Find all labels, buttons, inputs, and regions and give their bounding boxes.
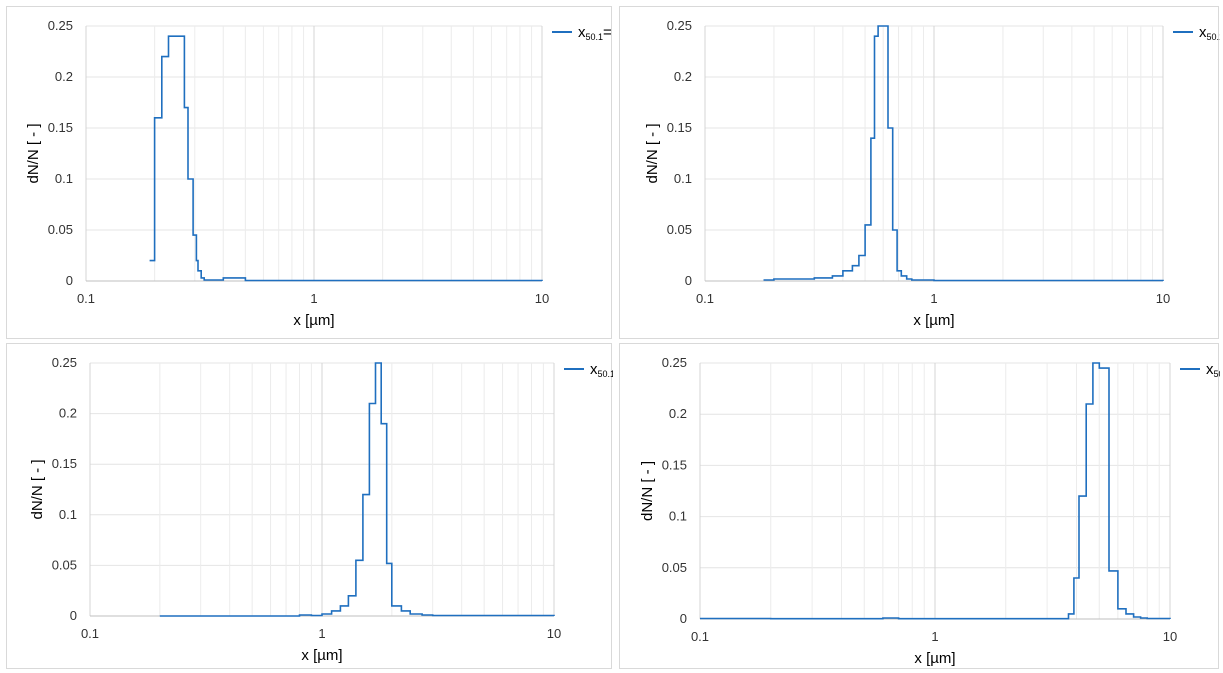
y-tick-label: 0.1 [674, 171, 692, 186]
x-axis-label: x [µm] [914, 650, 955, 667]
y-tick-label: 0.25 [667, 18, 692, 33]
grid [85, 25, 543, 281]
legend-subscript: 50.1 [1207, 32, 1221, 42]
legend-label: x50.1= 0.55 µm [1199, 24, 1220, 42]
y-tick-label: 0.2 [674, 69, 692, 84]
chart-svg-2: 0 0.05 0.1 0.15 0.2 0.25 0.1 1 10 x [µm] dN/N [ - … [644, 18, 1220, 329]
x-tick-label: 0.1 [77, 291, 95, 306]
y-axis-label: dN/N [ - ] [25, 123, 42, 183]
y-tick-label: 0.2 [55, 69, 73, 84]
x-tick-label: 1 [318, 626, 325, 641]
chart-panel-1: 0 0.05 0.1 0.15 0.2 0.25 0.1 1 10 x [µm] dN/N [ - … [6, 6, 613, 339]
x-tick-label: 10 [547, 626, 561, 641]
chart-svg-3: 0 0.05 0.1 0.15 0.2 0.25 0.1 1 10 x [µm] dN/N [ - … [29, 355, 613, 664]
grid [699, 362, 1171, 619]
legend-label: x50.1= 0.22 µm [578, 24, 613, 42]
legend: x50.1= 4.9 µm [1180, 361, 1220, 379]
chart-panel-4: 0 0.05 0.1 0.15 0.2 0.25 0.1 1 10 x [µm] dN/N [ - … [619, 343, 1220, 669]
series-line [763, 25, 1164, 282]
y-tick-label: 0 [70, 608, 77, 623]
legend-label: x50.1= 4.9 µm [1206, 361, 1220, 379]
series-line [149, 35, 543, 282]
x-tick-label: 0.1 [696, 291, 714, 306]
legend-base: x [590, 361, 598, 378]
legend-base: x [578, 24, 586, 41]
legend-label: x50.1= 1.8 µm [590, 361, 613, 379]
y-tick-label: 0.15 [52, 456, 77, 471]
x-axis-label: x [µm] [913, 312, 954, 329]
y-tick-label: 0.15 [48, 120, 73, 135]
legend-base: x [1199, 24, 1207, 41]
legend-subscript: 50.1 [1214, 369, 1221, 379]
x-tick-label: 0.1 [81, 626, 99, 641]
chart-svg-4: 0 0.05 0.1 0.15 0.2 0.25 0.1 1 10 x [µm] dN/N [ - … [639, 355, 1220, 667]
legend: x50.1= 0.55 µm [1173, 24, 1220, 42]
chart-svg-1: 0 0.05 0.1 0.15 0.2 0.25 0.1 1 10 x [µm] dN/N [ - … [25, 18, 613, 329]
grid [89, 362, 555, 616]
legend: x50.1= 1.8 µm [564, 361, 613, 379]
legend: x50.1= 0.22 µm [552, 24, 613, 42]
y-tick-label: 0.15 [667, 120, 692, 135]
y-axis-label: dN/N [ - ] [639, 461, 656, 521]
series-line [159, 362, 555, 617]
y-tick-label: 0 [66, 273, 73, 288]
y-tick-label: 0 [680, 611, 687, 626]
y-tick-label: 0.15 [662, 457, 687, 472]
y-tick-label: 0.1 [669, 509, 687, 524]
x-tick-label: 10 [1156, 291, 1170, 306]
y-tick-label: 0.25 [52, 355, 77, 370]
x-tick-label: 1 [310, 291, 317, 306]
legend-base: x [1206, 361, 1214, 378]
y-tick-label: 0.2 [669, 406, 687, 421]
series-line [700, 362, 1171, 620]
x-tick-label: 0.1 [691, 629, 709, 644]
x-tick-label: 10 [1163, 629, 1177, 644]
y-axis-label: dN/N [ - ] [29, 459, 46, 519]
x-axis-label: x [µm] [293, 312, 334, 329]
x-tick-label: 1 [931, 629, 938, 644]
y-tick-label: 0.05 [667, 222, 692, 237]
y-tick-label: 0.1 [55, 171, 73, 186]
y-tick-label: 0.25 [662, 355, 687, 370]
legend-value: = 0.22 µm [603, 24, 613, 41]
y-tick-label: 0.05 [52, 557, 77, 572]
legend-subscript: 50.1 [598, 369, 614, 379]
y-tick-label: 0 [685, 273, 692, 288]
y-axis-label: dN/N [ - ] [644, 123, 661, 183]
chart-panel-2: 0 0.05 0.1 0.15 0.2 0.25 0.1 1 10 x [µm] dN/N [ - … [619, 6, 1220, 339]
x-tick-label: 1 [930, 291, 937, 306]
y-tick-label: 0.25 [48, 18, 73, 33]
y-tick-label: 0.1 [59, 507, 77, 522]
y-tick-label: 0.05 [48, 222, 73, 237]
y-tick-label: 0.05 [662, 560, 687, 575]
x-tick-label: 10 [535, 291, 549, 306]
y-tick-label: 0.2 [59, 406, 77, 421]
chart-panel-3: 0 0.05 0.1 0.15 0.2 0.25 0.1 1 10 x [µm] dN/N [ - … [6, 343, 613, 669]
grid [704, 25, 1164, 281]
x-axis-label: x [µm] [301, 647, 342, 664]
legend-subscript: 50.1 [586, 32, 604, 42]
